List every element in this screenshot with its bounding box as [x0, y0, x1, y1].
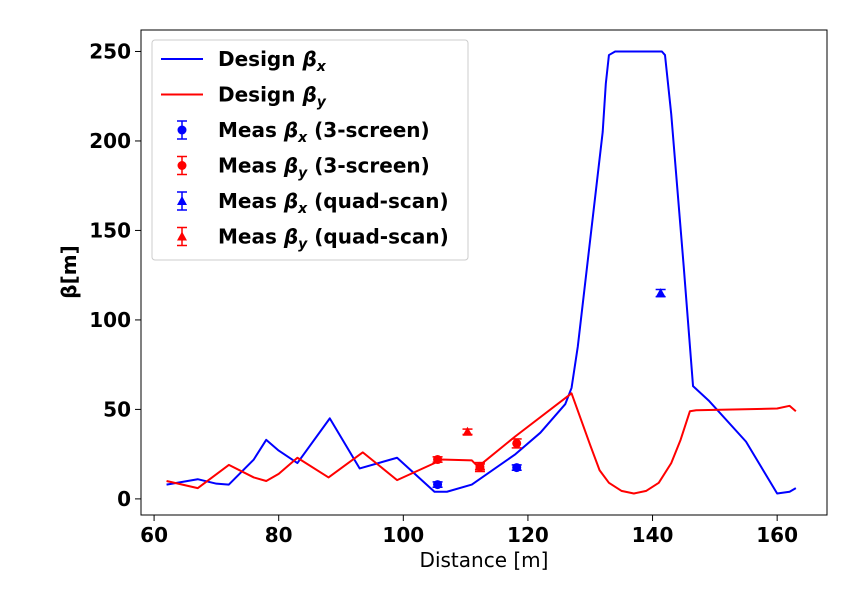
x-tick-label: 100	[382, 523, 424, 547]
legend-marker	[177, 125, 187, 135]
legend-label: Meas βx (quad-scan)	[218, 189, 449, 217]
x-tick-label: 120	[507, 523, 549, 547]
x-tick-label: 160	[756, 523, 798, 547]
legend-entry-meas-bx-qs: Meas βx (quad-scan)	[177, 189, 449, 217]
y-tick-label: 150	[89, 218, 131, 242]
data-point-meas-by-qs	[462, 426, 473, 436]
legend-label: Meas βx (3-screen)	[218, 118, 430, 146]
series-line-design-by	[166, 392, 797, 495]
legend: Design βx Design βy Meas βx (3-screen) Meas…	[151, 39, 469, 261]
marker-layer	[432, 288, 666, 490]
series-line-design-bx	[166, 50, 797, 495]
legend-marker	[177, 196, 187, 205]
legend-label: Design βx	[218, 47, 327, 75]
data-point-meas-bx-qs	[655, 288, 666, 298]
y-tick-label: 250	[89, 39, 131, 63]
data-point-meas-by-3s	[433, 455, 443, 465]
series-layer	[166, 50, 797, 495]
x-tick-label: 80	[265, 523, 293, 547]
legend-entry-meas-bx-3s: Meas βx (3-screen)	[177, 118, 430, 146]
legend-label: Meas βy (quad-scan)	[218, 225, 449, 253]
legend-entry-design-by: Design βy	[161, 83, 327, 111]
legend-label: Design βy	[218, 83, 327, 111]
x-axis: 60 80 100 120 140 160	[140, 515, 798, 547]
legend-marker	[177, 161, 187, 170]
legend-entry-meas-by-3s: Meas βy (3-screen)	[177, 154, 430, 182]
data-point-meas-bx-3s	[512, 463, 522, 473]
legend-box	[151, 39, 469, 261]
plot-area-frame	[140, 29, 828, 516]
y-tick-label: 0	[117, 487, 131, 511]
legend-entry-meas-by-qs: Meas βy (quad-scan)	[177, 225, 449, 253]
legend-label: Meas βy (3-screen)	[218, 154, 430, 182]
x-tick-label: 140	[632, 523, 674, 547]
y-axis: 0 50 100 150 200 250	[89, 39, 141, 511]
y-tick-label: 200	[89, 129, 131, 153]
data-point-meas-by-3s	[512, 438, 522, 448]
x-tick-label: 60	[140, 523, 168, 547]
data-point-meas-by-qs	[474, 461, 485, 471]
x-axis-label: Distance [m]	[420, 548, 549, 572]
legend-marker	[177, 231, 187, 241]
y-tick-label: 50	[103, 397, 131, 421]
data-point-meas-bx-3s	[433, 480, 443, 490]
legend-entry-design-bx: Design βx	[161, 47, 327, 75]
y-tick-label: 100	[89, 308, 131, 332]
y-axis-label: β[m]	[57, 245, 81, 298]
